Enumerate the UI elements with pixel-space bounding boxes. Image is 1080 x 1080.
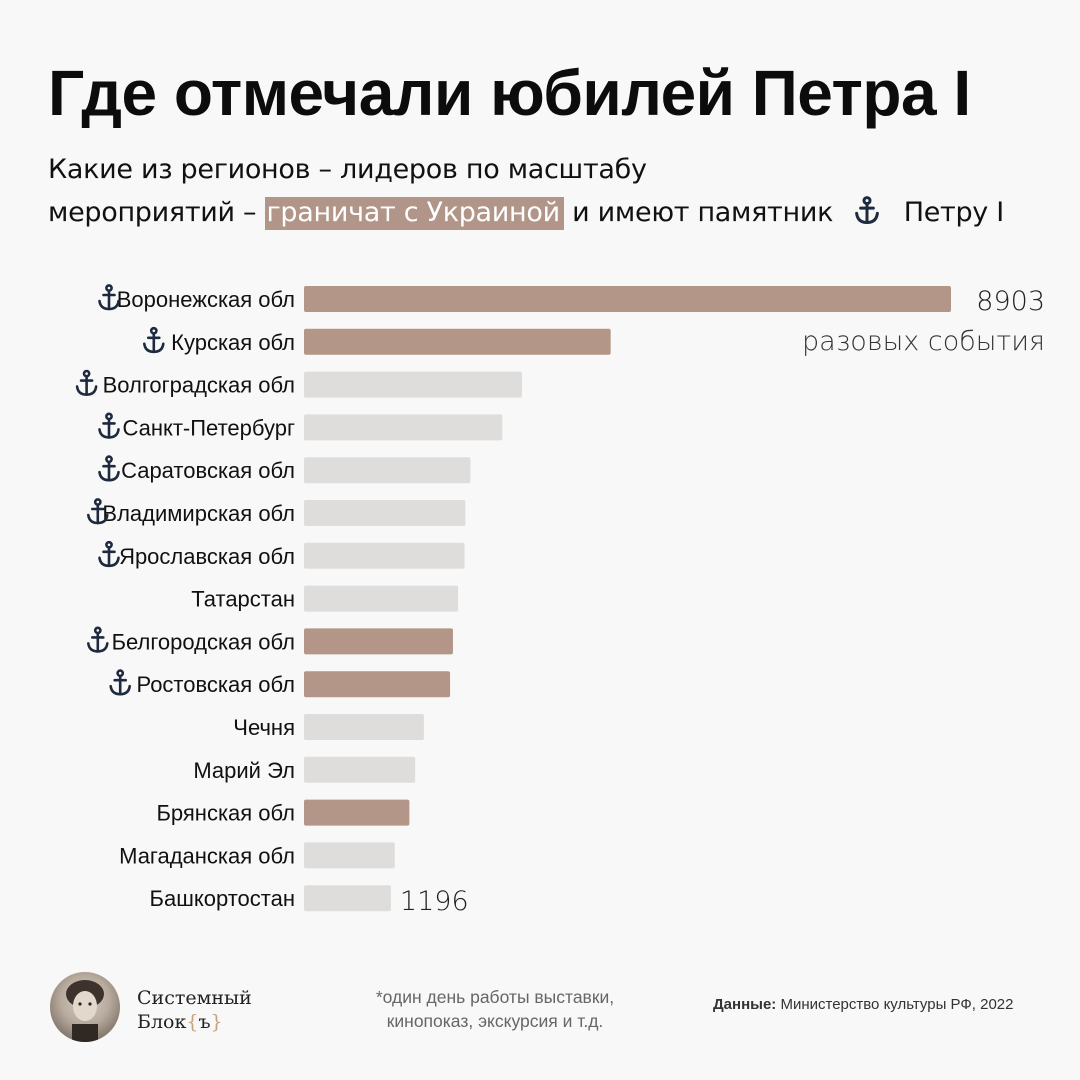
anchor-icon: [75, 369, 98, 396]
category-label: Чечня: [233, 715, 295, 740]
bar: [304, 756, 416, 783]
anchor-icon: [98, 412, 120, 439]
legend-border-ukraine: граничат с Украиной: [264, 197, 564, 230]
bar: [304, 371, 523, 398]
bar: [304, 799, 410, 826]
category-label: Марий Эл: [193, 758, 295, 783]
bar: [304, 500, 466, 526]
bar: [304, 628, 453, 655]
anchor-icon: [98, 540, 120, 568]
brand-logo: Системный Блок{ъ}: [137, 986, 252, 1034]
anchor-icon: [98, 284, 120, 311]
anchor-icon: [87, 498, 109, 525]
subtitle-line-1: Какие из регионов – лидеров по масштабу: [48, 154, 647, 185]
subtitle-mid: и имеют памятник: [572, 197, 834, 228]
bar: [304, 457, 471, 484]
brand-line-2: Блок{ъ}: [137, 1011, 223, 1033]
max-value-note: разовых события: [802, 326, 1045, 357]
bar: [304, 542, 465, 569]
anchor-icon: [143, 326, 165, 354]
brand-line-1: Системный: [137, 987, 252, 1009]
bar: [304, 286, 951, 312]
chart-subtitle: Какие из регионов – лидеров по масштабу …: [48, 148, 1004, 234]
category-label: Владимирская обл: [102, 501, 295, 526]
bar: [304, 585, 459, 612]
category-label: Курская обл: [171, 330, 295, 355]
subtitle-suffix: Петру I: [903, 197, 1005, 228]
category-label: Брянская обл: [156, 801, 295, 826]
category-label: Воронежская обл: [117, 287, 295, 312]
bar: [304, 714, 424, 740]
subtitle-line-2: мероприятий – граничат с Украиной и имею…: [48, 191, 1004, 234]
category-label: Волгоградская обл: [103, 373, 295, 398]
category-label: Башкортостан: [150, 886, 295, 911]
category-label: Белгородская обл: [112, 629, 295, 654]
min-value-label: 1196: [400, 886, 469, 917]
category-label: Магаданская обл: [119, 843, 295, 868]
category-label: Ростовская обл: [136, 672, 295, 697]
max-value-label: 8903: [976, 286, 1045, 317]
footnote: *один день работы выставки, кинопоказ, э…: [375, 987, 615, 1031]
anchor-icon: [109, 669, 131, 696]
anchor-icon: [855, 195, 880, 224]
category-label: Ярославская обл: [119, 544, 295, 569]
subtitle-prefix: мероприятий –: [48, 197, 257, 228]
category-label: Санкт-Петербург: [122, 415, 295, 440]
data-source: Данные: Министерство культуры РФ, 2022: [713, 996, 1014, 1013]
bar: [304, 328, 611, 355]
category-label: Саратовская обл: [121, 458, 295, 483]
category-label: Татарстан: [191, 587, 295, 612]
logo-portrait: [50, 972, 120, 1042]
bar: [304, 671, 451, 698]
chart-title: Где отмечали юбилей Петра I: [48, 57, 971, 129]
bar: [304, 885, 391, 912]
bar-chart: Воронежская обл Курская обл Волгоградская …: [75, 284, 1045, 917]
anchor-icon: [98, 455, 120, 482]
bar: [304, 414, 503, 441]
bar: [304, 842, 395, 869]
anchor-icon: [87, 626, 109, 653]
